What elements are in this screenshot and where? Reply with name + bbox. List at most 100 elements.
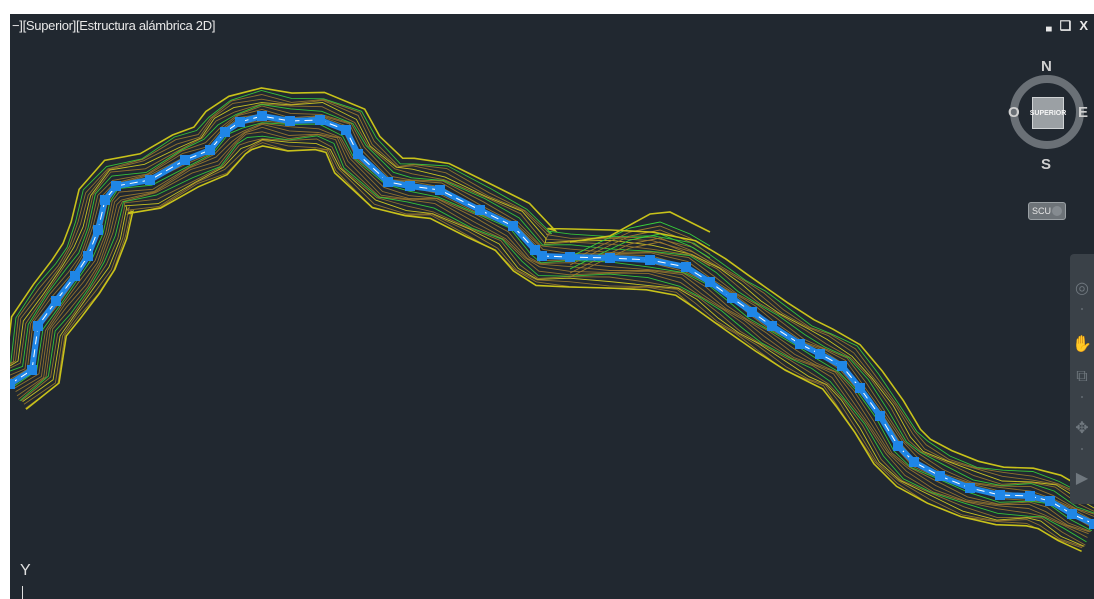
contour-line — [25, 142, 1083, 549]
contour-line — [10, 98, 1094, 505]
contour-line — [10, 113, 1094, 522]
alignment-grip[interactable] — [257, 111, 267, 121]
alignment-grip[interactable] — [965, 483, 975, 493]
alignment-grip[interactable] — [893, 441, 903, 451]
compass-north[interactable]: N — [1041, 58, 1052, 75]
ucs-menu-button[interactable]: SCU — [1028, 202, 1066, 220]
contour-line — [10, 105, 1094, 515]
contour-line — [10, 90, 1094, 498]
boundary-lower — [25, 145, 1082, 553]
alignment-grip[interactable] — [10, 379, 15, 389]
compass-west[interactable]: O — [1008, 104, 1020, 121]
alignment-grip[interactable] — [145, 175, 155, 185]
alignment-grip[interactable] — [315, 115, 325, 125]
alignment-grip[interactable] — [1025, 491, 1035, 501]
alignment-grip[interactable] — [815, 349, 825, 359]
alignment-grip[interactable] — [111, 181, 121, 191]
alignment-grip[interactable] — [435, 185, 445, 195]
contour-line — [15, 123, 1090, 533]
alignment-grip[interactable] — [83, 251, 93, 261]
contour-line — [13, 122, 1091, 533]
alignment-grip[interactable] — [508, 221, 518, 231]
alignment-grip[interactable] — [341, 125, 351, 135]
alignment-grip[interactable] — [935, 471, 945, 481]
compass-ring[interactable] — [1010, 58, 1086, 168]
alignment-grip[interactable] — [285, 116, 295, 126]
ucs-icon — [22, 586, 23, 599]
alignment-grip[interactable] — [353, 149, 363, 159]
alignment-grip[interactable] — [33, 321, 43, 331]
contour-line — [11, 119, 1094, 529]
alignment-grip[interactable] — [795, 339, 805, 349]
compass-east[interactable]: E — [1078, 104, 1089, 121]
contour-line — [10, 94, 1094, 501]
alignment-grip[interactable] — [93, 225, 103, 235]
viewport-controls-label[interactable]: −][Superior][Estructura alámbrica 2D] — [12, 18, 216, 33]
alignment-grip[interactable] — [383, 177, 393, 187]
alignment-grip[interactable] — [1089, 519, 1094, 529]
alignment-grip[interactable] — [51, 296, 61, 306]
contour-lines — [10, 90, 1094, 549]
viewcube[interactable]: N S E O SUPERIOR — [1008, 58, 1089, 192]
alignment-grip[interactable] — [727, 293, 737, 303]
contour-line — [22, 139, 1085, 547]
contour-line — [569, 221, 711, 258]
ucs-y-axis-label: Y — [20, 562, 31, 579]
compass-south[interactable]: S — [1041, 156, 1052, 173]
alignment-grip[interactable] — [537, 251, 547, 261]
alignment-grip[interactable] — [565, 252, 575, 262]
boundary-bump — [569, 211, 711, 243]
contour-line — [569, 229, 711, 266]
orbit-icon[interactable]: ✥ — [1075, 420, 1089, 437]
contour-line — [18, 131, 1088, 538]
restore-icon[interactable]: ❑ — [1059, 18, 1072, 33]
boundary-upper — [10, 87, 1094, 495]
alignment-grip[interactable] — [530, 245, 540, 255]
alignment-grip[interactable] — [100, 195, 110, 205]
contour-line — [10, 104, 1094, 514]
alignment-grip[interactable] — [995, 490, 1005, 500]
alignment-grip[interactable] — [909, 457, 919, 467]
alignment-grip[interactable] — [1067, 509, 1077, 519]
alignment-grip[interactable] — [705, 277, 715, 287]
contour-line — [19, 135, 1087, 543]
alignment-grip[interactable] — [70, 271, 80, 281]
navigation-bar: ◎ ✋ ⧉ ✥ ▶ — [1070, 254, 1094, 504]
alignment-grip[interactable] — [747, 307, 757, 317]
road-alignment[interactable] — [10, 111, 1094, 529]
drawing-canvas[interactable] — [10, 14, 1094, 599]
alignment-grip[interactable] — [875, 411, 885, 421]
ucs-menu-label: SCU — [1032, 206, 1052, 216]
showmotion-icon[interactable]: ▶ — [1075, 470, 1089, 487]
alignment-grip[interactable] — [220, 127, 230, 137]
alignment-grip[interactable] — [767, 321, 777, 331]
contour-line — [20, 138, 1086, 546]
alignment-grip[interactable] — [180, 155, 190, 165]
zoom-extents-icon[interactable]: ⧉ — [1076, 368, 1088, 385]
alignment-grip[interactable] — [681, 262, 691, 272]
alignment-grip[interactable] — [205, 145, 215, 155]
alignment-grip[interactable] — [645, 255, 655, 265]
contour-line — [569, 241, 711, 278]
contour-line — [10, 102, 1094, 509]
corridor-boundary — [10, 87, 1094, 553]
viewport-window-controls: ▄ ❑ X — [1046, 18, 1088, 36]
alignment-grip[interactable] — [855, 383, 865, 393]
alignment-grip[interactable] — [837, 361, 847, 371]
minimize-icon[interactable]: ▄ — [1046, 22, 1052, 31]
close-icon[interactable]: X — [1079, 18, 1088, 33]
pan-hand-icon[interactable]: ✋ — [1072, 336, 1092, 353]
alignment-grip[interactable] — [405, 181, 415, 191]
contour-line — [10, 103, 1094, 512]
alignment-grip[interactable] — [1045, 496, 1055, 506]
drawing-viewport[interactable]: −][Superior][Estructura alámbrica 2D] ▄ … — [10, 14, 1094, 599]
alignment-grip[interactable] — [235, 117, 245, 127]
chevron-down-icon — [1052, 206, 1062, 216]
alignment-grip[interactable] — [475, 205, 485, 215]
contour-line — [16, 126, 1089, 535]
alignment-grip[interactable] — [605, 253, 615, 263]
steering-wheel-icon[interactable]: ◎ — [1075, 280, 1089, 297]
contour-line — [23, 139, 1084, 548]
viewcube-face-top[interactable]: SUPERIOR — [1030, 97, 1066, 129]
alignment-grip[interactable] — [27, 365, 37, 375]
